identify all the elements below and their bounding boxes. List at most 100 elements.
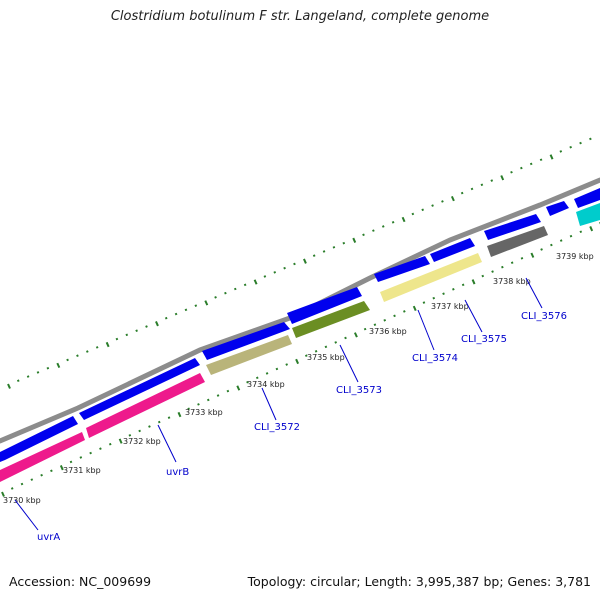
tick-mark [391, 220, 395, 224]
gene-arrow-CLI_3575[interactable] [487, 226, 548, 257]
tick-mark [69, 460, 73, 464]
gene-arrow-forward[interactable] [546, 201, 569, 216]
map-title: Clostridium botulinum F str. Langeland, … [110, 9, 490, 24]
tick-mark [20, 482, 24, 486]
gene-label-CLI_3574[interactable]: CLI_3574 [412, 353, 458, 364]
tick-mark [59, 465, 64, 471]
tick-mark [253, 279, 258, 285]
tick-mark [224, 291, 227, 295]
gene-label-leaders [14, 277, 543, 531]
tick-mark [197, 403, 200, 406]
tick-mark [421, 208, 425, 212]
gene-arrow-forward[interactable] [430, 238, 475, 262]
gene-label-CLI_3576[interactable]: CLI_3576 [521, 311, 567, 322]
tick-mark [422, 301, 426, 304]
tick-mark [589, 137, 592, 141]
tick-mark [312, 254, 316, 257]
gene-arrow-uvrA[interactable] [0, 432, 85, 482]
gene-arrow-forward[interactable] [374, 256, 430, 282]
tick-mark [46, 366, 50, 370]
gene-label-uvrA[interactable]: uvrA [37, 532, 60, 543]
gene-label-CLI_3572[interactable]: CLI_3572 [254, 422, 300, 433]
kbp-label: 3734 kbp [247, 380, 285, 389]
leader-CLI_3574 [417, 309, 435, 351]
tick-mark [145, 325, 148, 328]
tick-mark [283, 266, 286, 270]
tick-mark [236, 385, 241, 391]
outer-tick-ring [7, 137, 592, 389]
tick-mark [471, 279, 476, 285]
tick-mark [138, 429, 141, 433]
gene-arrow-CLI_3576[interactable] [576, 203, 600, 226]
tick-mark [243, 283, 247, 287]
kbp-label: 3739 kbp [556, 252, 594, 261]
gene-arrow-forward[interactable] [574, 188, 600, 208]
gene-arrow-forward[interactable] [79, 358, 200, 420]
forward-strand-genes [0, 188, 600, 462]
tick-mark [569, 234, 573, 238]
tick-mark [86, 350, 89, 353]
tick-mark [105, 341, 110, 348]
tick-mark [108, 442, 112, 446]
tick-mark [452, 287, 455, 291]
gene-arrow-forward[interactable] [0, 416, 78, 462]
kbp-label: 3738 kbp [493, 277, 531, 286]
tick-mark [539, 158, 543, 162]
tick-mark [520, 257, 524, 260]
tick-mark [550, 243, 553, 247]
kbp-scale-labels: 3730 kbp 3731 kbp 3732 kbp 3733 kbp 3734… [3, 252, 594, 505]
leader-uvrA [14, 499, 39, 531]
gene-arrow-CLI_3572[interactable] [206, 335, 292, 375]
gene-arrow-forward[interactable] [287, 287, 362, 324]
tick-mark [461, 283, 465, 287]
reverse-strand-genes [0, 203, 600, 482]
tick-mark [50, 469, 53, 473]
tick-mark [233, 287, 237, 291]
tick-mark [204, 300, 209, 306]
gene-label-CLI_3575[interactable]: CLI_3575 [461, 334, 507, 345]
tick-mark [226, 389, 230, 393]
tick-mark [501, 265, 504, 269]
tick-mark [362, 233, 365, 237]
gene-arrow-uvrB[interactable] [86, 373, 205, 438]
tick-mark [352, 237, 357, 243]
tick-mark [381, 225, 385, 228]
tick-mark [206, 398, 210, 402]
tick-mark [332, 246, 336, 249]
tick-mark [510, 170, 513, 174]
tick-mark [66, 358, 69, 362]
leader-CLI_3575 [464, 299, 483, 333]
gene-arrow-CLI_3573[interactable] [292, 301, 370, 338]
tick-mark [177, 411, 182, 418]
tick-mark [1, 491, 5, 497]
tick-mark [303, 258, 307, 264]
tick-mark [255, 376, 259, 380]
gene-label-uvrB[interactable]: uvrB [166, 467, 189, 478]
kbp-label: 3731 kbp [63, 466, 101, 475]
tick-mark [342, 241, 346, 245]
tick-mark [194, 304, 198, 307]
tick-mark [56, 362, 61, 369]
gene-labels: uvrA uvrB CLI_3572 CLI_3573 CLI_3574 CLI… [37, 311, 567, 543]
tick-mark [135, 329, 138, 333]
accession-text: Accession: NC_009699 [9, 574, 152, 589]
tick-mark [314, 349, 318, 353]
gene-arrow-forward[interactable] [484, 214, 541, 240]
tick-mark [273, 271, 277, 274]
tick-mark [470, 187, 474, 191]
kbp-label: 3735 kbp [307, 353, 345, 362]
tick-mark [441, 200, 444, 203]
tick-mark [569, 145, 572, 149]
gene-arrow-forward[interactable] [202, 322, 290, 360]
gene-label-CLI_3573[interactable]: CLI_3573 [336, 385, 382, 396]
tick-mark [324, 345, 328, 349]
tick-mark [148, 425, 151, 428]
gene-arrow-CLI_3574[interactable] [380, 253, 482, 302]
tick-mark [480, 183, 484, 187]
tick-mark [383, 318, 387, 322]
tick-mark [432, 296, 436, 300]
tick-mark [401, 216, 406, 223]
tick-mark [490, 179, 494, 182]
tick-mark [128, 434, 132, 437]
tick-mark [10, 487, 14, 490]
